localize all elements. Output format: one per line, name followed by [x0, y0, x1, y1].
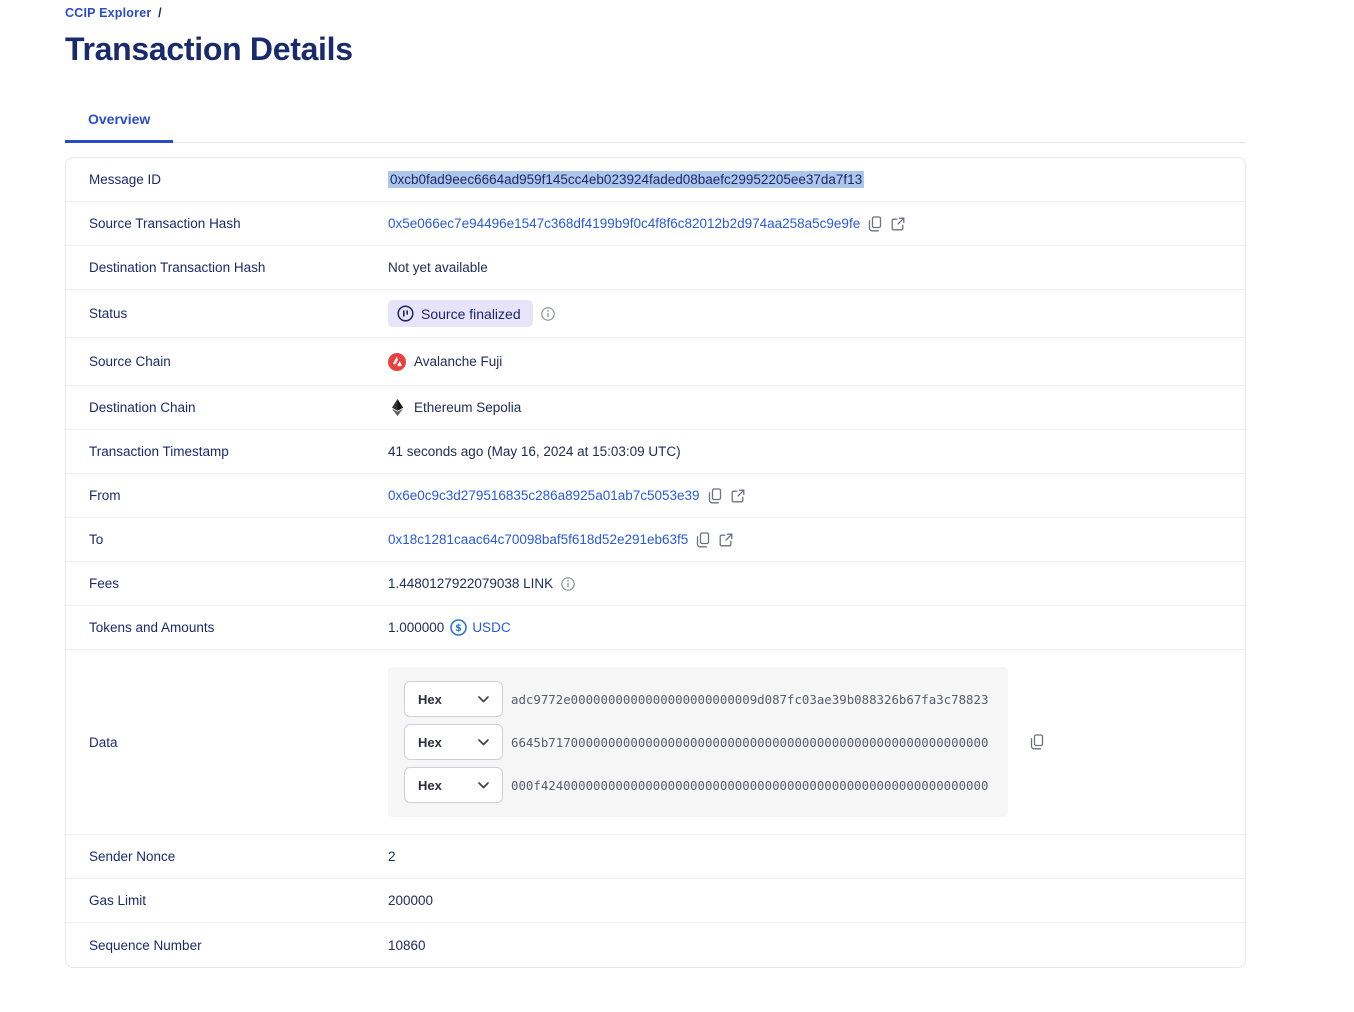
message-id-value: 0xcb0fad9eec6664ad959f145cc4eb023924fade…: [388, 171, 865, 188]
breadcrumb: CCIP Explorer /: [65, 6, 1246, 20]
source-chain-label: Source Chain: [89, 354, 171, 369]
copy-icon[interactable]: [708, 487, 723, 504]
dest-tx-hash-value: Not yet available: [388, 260, 488, 275]
row-fees: Fees 1.4480127922079038 LINK: [66, 562, 1245, 606]
transaction-details-card: Message ID 0xcb0fad9eec6664ad959f145cc4e…: [65, 157, 1246, 968]
page-title: Transaction Details: [65, 31, 353, 67]
row-source-chain: Source Chain Avalanche Fuji: [66, 338, 1245, 386]
chevron-down-icon: [478, 695, 489, 703]
message-id-label: Message ID: [89, 172, 162, 187]
from-label: From: [89, 488, 121, 503]
timestamp-label: Transaction Timestamp: [89, 444, 229, 459]
sequence-number-value: 10860: [388, 937, 426, 953]
data-panel: Hex adc9772e0000000000000000000000009d08…: [388, 667, 1008, 817]
source-tx-hash-label: Source Transaction Hash: [89, 216, 241, 231]
data-hex-value: adc9772e0000000000000000000000009d087fc0…: [511, 691, 989, 707]
chevron-down-icon: [478, 738, 489, 746]
copy-icon[interactable]: [696, 531, 711, 548]
data-hex-value: 000f424000000000000000000000000000000000…: [511, 777, 989, 793]
external-link-icon[interactable]: [719, 533, 733, 547]
data-format-select[interactable]: Hex: [404, 767, 503, 803]
copy-icon[interactable]: [1030, 734, 1045, 750]
data-label: Data: [89, 734, 118, 750]
tab-overview[interactable]: Overview: [65, 111, 174, 143]
tab-bar: Overview: [65, 111, 1246, 143]
tokens-label: Tokens and Amounts: [89, 620, 215, 635]
transaction-details-page: CCIP Explorer / Transaction Details Over…: [65, 6, 1246, 968]
status-badge: Source finalized: [388, 300, 533, 327]
row-message-id: Message ID 0xcb0fad9eec6664ad959f145cc4e…: [66, 158, 1245, 202]
dest-chain-value: Ethereum Sepolia: [414, 400, 522, 415]
usdc-icon: $: [450, 619, 468, 636]
dest-tx-hash-label: Destination Transaction Hash: [89, 260, 266, 275]
to-label: To: [89, 532, 104, 547]
status-label: Status: [89, 306, 128, 321]
row-gas-limit: Gas Limit 200000: [66, 879, 1245, 923]
ethereum-icon: [392, 399, 403, 416]
svg-text:$: $: [456, 623, 463, 634]
to-address-link[interactable]: 0x18c1281caac64c70098baf5f618d52e291eb63…: [388, 532, 689, 547]
from-address-link[interactable]: 0x6e0c9c3d279516835c286a8925a01ab7c5053e…: [388, 488, 700, 503]
data-line: Hex 6645b7170000000000000000000000000000…: [404, 724, 992, 760]
row-status: Status Source finalized: [66, 290, 1245, 338]
sequence-number-label: Sequence Number: [89, 937, 202, 953]
data-hex-value: 6645b71700000000000000000000000000000000…: [511, 734, 989, 750]
external-link-icon[interactable]: [731, 489, 745, 503]
fees-label: Fees: [89, 576, 120, 591]
row-source-transaction-hash: Source Transaction Hash 0x5e066ec7e94496…: [66, 202, 1245, 246]
token-amount: 1.000000: [388, 620, 445, 635]
gas-limit-label: Gas Limit: [89, 893, 147, 908]
data-line: Hex 000f42400000000000000000000000000000…: [404, 767, 992, 803]
data-line: Hex adc9772e0000000000000000000000009d08…: [404, 681, 992, 717]
row-sender-nonce: Sender Nonce 2: [66, 835, 1245, 879]
info-icon[interactable]: [540, 306, 555, 321]
row-destination-chain: Destination Chain Ethereum Sepolia: [66, 386, 1245, 430]
copy-icon[interactable]: [868, 215, 883, 232]
sender-nonce-label: Sender Nonce: [89, 849, 176, 864]
row-destination-transaction-hash: Destination Transaction Hash Not yet ava…: [66, 246, 1245, 290]
external-link-icon[interactable]: [891, 217, 905, 231]
row-tokens-and-amounts: Tokens and Amounts 1.000000 $ USDC: [66, 606, 1245, 650]
row-from: From 0x6e0c9c3d279516835c286a8925a01ab7c…: [66, 474, 1245, 518]
avalanche-icon: [388, 352, 406, 371]
data-format-select[interactable]: Hex: [404, 724, 503, 760]
token-link-usdc[interactable]: $ USDC: [450, 619, 511, 636]
breadcrumb-separator: /: [158, 6, 162, 20]
row-sequence-number: Sequence Number 10860: [66, 923, 1245, 967]
gas-limit-value: 200000: [388, 893, 434, 908]
status-finalized-icon: [397, 305, 414, 322]
dest-chain-label: Destination Chain: [89, 400, 196, 415]
row-data: Data Hex adc9772e00000000000000000000000…: [66, 650, 1245, 835]
chevron-down-icon: [478, 781, 489, 789]
source-tx-hash-link[interactable]: 0x5e066ec7e94496e1547c368df4199b9f0c4f8f…: [388, 216, 861, 231]
row-to: To 0x18c1281caac64c70098baf5f618d52e291e…: [66, 518, 1245, 562]
sender-nonce-value: 2: [388, 849, 396, 864]
fees-value: 1.4480127922079038 LINK: [388, 576, 554, 591]
source-chain-value: Avalanche Fuji: [414, 354, 503, 369]
info-icon[interactable]: [561, 576, 575, 591]
row-transaction-timestamp: Transaction Timestamp 41 seconds ago (Ma…: [66, 430, 1245, 474]
timestamp-value: 41 seconds ago (May 16, 2024 at 15:03:09…: [388, 444, 681, 459]
data-format-select[interactable]: Hex: [404, 681, 503, 717]
breadcrumb-link-ccip-explorer[interactable]: CCIP Explorer: [65, 6, 152, 20]
